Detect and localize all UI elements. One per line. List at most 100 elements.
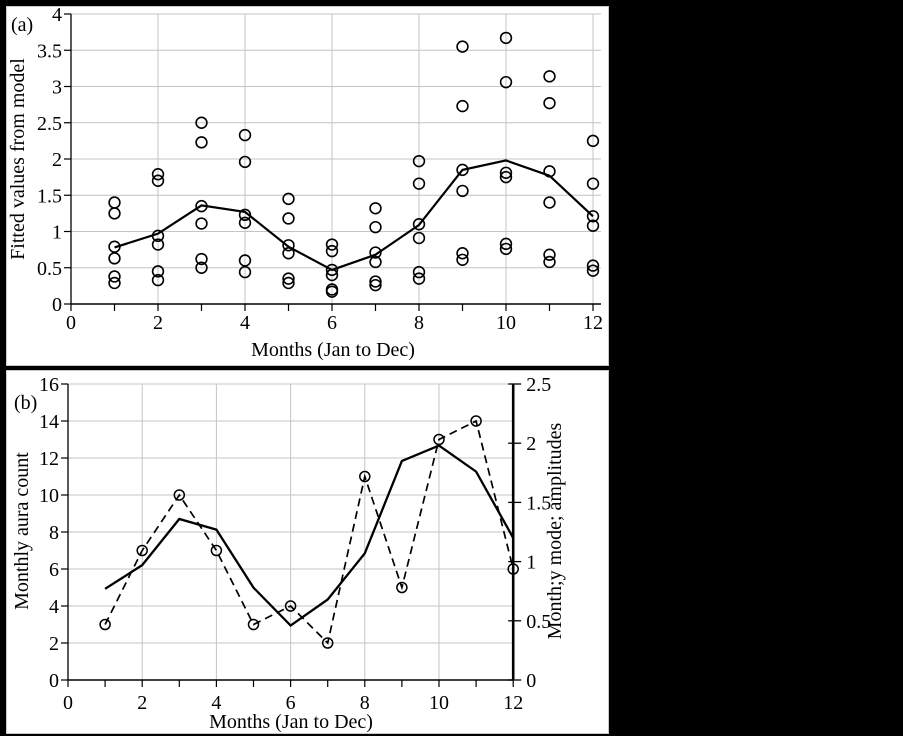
aura-dashed-line: [104, 419, 515, 645]
data-point-circle: [456, 40, 469, 53]
a-x-axis-title: Months (Jan to Dec): [251, 339, 415, 361]
data-point-circle: [499, 242, 513, 256]
data-point-circle: [456, 99, 469, 113]
y-tick-label: 1.5: [37, 185, 62, 207]
data-point-circle: [238, 155, 252, 169]
left-y-tick-label: 6: [49, 559, 59, 581]
data-point-circle: [586, 264, 600, 277]
right-y-tick-label: 0.5: [526, 611, 551, 633]
data-point-circle: [412, 154, 426, 168]
data-point-circle: [325, 285, 339, 298]
left-y-tick-label: 8: [49, 522, 59, 544]
left-y-tick-label: 4: [49, 596, 59, 618]
x-tick-label: 12: [503, 692, 523, 714]
data-point-circle: [108, 252, 121, 265]
x-tick-label: 8: [360, 692, 370, 714]
data-point-circle: [499, 170, 513, 184]
panel-b-tag: (b): [14, 392, 37, 414]
x-tick-label: 8: [414, 312, 424, 334]
y-tick-label: 1: [52, 222, 62, 244]
y-tick-label: 3.5: [37, 40, 62, 62]
data-point-circle: [433, 433, 445, 446]
data-point-circle: [325, 263, 339, 277]
data-point-circle: [543, 196, 556, 209]
data-point-circle: [586, 219, 600, 232]
data-point-circle: [543, 70, 556, 83]
y-tick-label: 0.5: [37, 258, 62, 280]
data-point-circle: [543, 248, 556, 261]
y-tick-label: 0: [52, 294, 62, 316]
data-point-circle: [282, 247, 295, 260]
right-y-tick-label: 2: [526, 433, 536, 455]
data-point-circle: [412, 218, 426, 231]
data-point-circle: [586, 259, 600, 272]
data-point-circle: [238, 254, 252, 267]
right-y-tick-label: 1: [526, 552, 536, 574]
data-point-circle: [108, 207, 121, 220]
left-y-tick-label: 10: [39, 485, 59, 507]
data-point-circle: [284, 600, 297, 612]
data-point-circle: [586, 177, 600, 190]
chart-a-canvas: 0 0.5 1 1.5 2 2.5 3 3.5 4 0 2 4 6 8 10 12 (a) Fitted va…: [7, 7, 603, 361]
data-point-circle: [369, 202, 382, 215]
data-point-circle: [108, 276, 121, 290]
data-point-circle: [151, 174, 165, 187]
data-point-circle: [499, 166, 513, 179]
data-point-circle: [586, 134, 600, 148]
data-point-circle: [321, 637, 334, 649]
panel-a: 0 0.5 1 1.5 2 2.5 3 3.5 4 0 2 4 6 8 10 12 (a) Fitted va…: [7, 7, 608, 365]
data-point-circle: [470, 415, 482, 427]
data-point-circle: [543, 255, 556, 269]
data-point-circle: [173, 489, 186, 501]
left-y-tick-label: 16: [39, 374, 59, 396]
data-point-circle: [369, 278, 382, 292]
data-point-circle: [282, 192, 295, 206]
data-point-circle: [238, 216, 252, 230]
data-point-circle: [151, 168, 165, 181]
data-point-circle: [282, 239, 295, 252]
b-right-y-axis-title: Month;y mode; amplitudes: [544, 422, 566, 639]
data-point-circle: [369, 255, 382, 269]
right-y-tick-label: 0: [526, 670, 536, 692]
data-point-circle: [543, 96, 556, 110]
x-tick-label: 10: [496, 312, 516, 334]
data-point-circle: [238, 208, 252, 222]
data-point-circle: [238, 265, 252, 279]
data-point-circle: [195, 199, 208, 213]
data-point-circle: [99, 618, 111, 631]
right-y-tick-label: 1.5: [526, 492, 551, 514]
x-tick-label: 0: [66, 312, 76, 334]
data-point-circle: [507, 563, 519, 575]
data-point-circle: [195, 217, 208, 230]
data-point-circle: [359, 470, 371, 483]
data-point-circle: [108, 196, 121, 209]
data-point-circle: [396, 581, 408, 594]
data-point-circle: [456, 247, 469, 260]
data-point-circle: [499, 237, 513, 251]
x-tick-label: 4: [211, 692, 221, 714]
amplitude-solid-line: [104, 444, 515, 628]
x-tick-label: 2: [153, 312, 163, 334]
data-point-circle: [210, 544, 223, 557]
right-y-tick-label: 2.5: [526, 374, 551, 396]
data-point-circle: [543, 165, 556, 178]
left-y-tick-label: 14: [39, 411, 59, 433]
x-tick-label: 10: [429, 692, 449, 714]
data-point-circle: [151, 238, 165, 251]
panel-a-tag: (a): [11, 14, 33, 36]
data-point-circle: [499, 75, 513, 89]
a-y-axis-title: Fitted values from model: [7, 58, 29, 260]
data-point-circle: [586, 210, 600, 223]
data-point-circle: [195, 252, 208, 266]
y-tick-label: 2.5: [37, 113, 62, 135]
data-point-circle: [325, 268, 339, 282]
data-point-circle: [151, 273, 165, 287]
data-point-circle: [195, 136, 208, 149]
data-point-circle: [195, 116, 208, 129]
data-point-circle: [282, 272, 295, 285]
left-y-tick-label: 2: [49, 633, 59, 655]
data-point-circle: [136, 544, 148, 557]
x-tick-label: 6: [286, 692, 296, 714]
data-point-circle: [456, 184, 469, 198]
